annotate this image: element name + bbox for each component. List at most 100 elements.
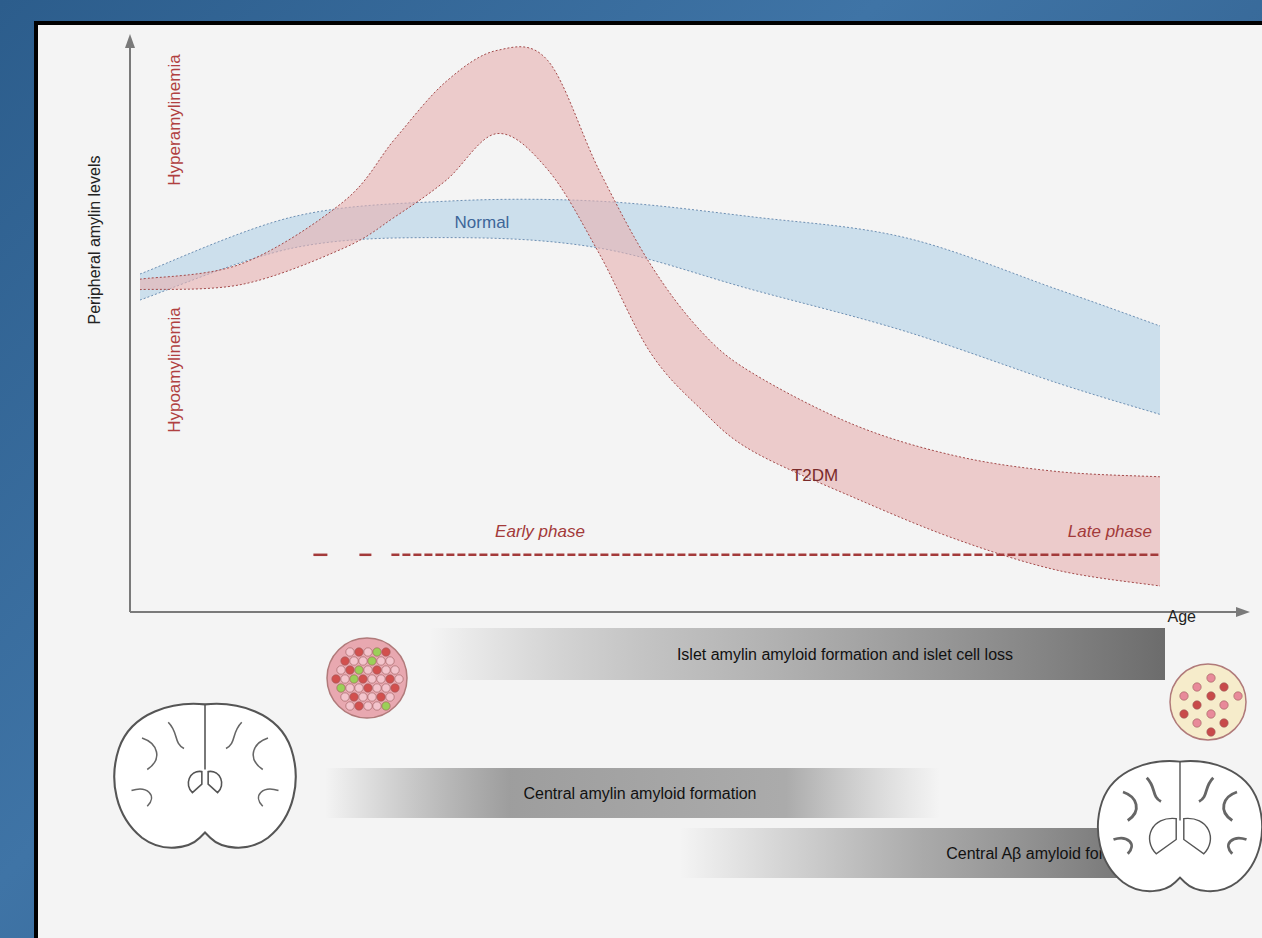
islet-cell (1220, 701, 1228, 709)
islet-cell (1207, 674, 1215, 682)
islet-cell (350, 675, 358, 683)
islet-cell (346, 684, 354, 692)
islet-cell (350, 657, 358, 665)
panel (38, 25, 1262, 938)
brain-gyrus (142, 738, 157, 770)
phase-label: Late phase (1068, 522, 1152, 541)
brain-outline (114, 704, 295, 848)
panel-border (34, 21, 1262, 938)
brain-gyrus (1147, 778, 1161, 802)
islet-cell (1193, 683, 1201, 691)
islet-cell (391, 684, 399, 692)
islet-cell (386, 657, 394, 665)
islet-cell (382, 648, 390, 656)
y-arrow (125, 34, 135, 48)
islet-cell (382, 666, 390, 674)
islet-cell (373, 666, 381, 674)
islet-cell (1193, 719, 1201, 727)
series-label: T2DM (792, 466, 838, 485)
band-lower-1 (140, 133, 1160, 586)
islet-cell (332, 675, 340, 683)
islet-cell (377, 675, 385, 683)
islet-cell (1180, 710, 1188, 718)
islet-healthy (327, 638, 407, 718)
islet-cell (346, 702, 354, 710)
brain-gyrus (168, 722, 184, 748)
islet-cell (355, 684, 363, 692)
stage-label: Central amylin amyloid formation (524, 785, 757, 802)
islet-cell (337, 666, 345, 674)
islet-cell (1180, 692, 1188, 700)
islet-cell (1207, 692, 1215, 700)
phase-line-start (313, 554, 327, 557)
brain-gyrus (253, 738, 268, 770)
islet-cell (1220, 719, 1228, 727)
brain-gyrus (1123, 792, 1136, 821)
x-axis (130, 611, 1240, 613)
islet-cell (1193, 701, 1201, 709)
stage-label: Islet amylin amyloid formation and islet… (677, 646, 1013, 663)
islet-cell (386, 693, 394, 701)
islet-cell (368, 693, 376, 701)
brain-atrophic (1098, 761, 1262, 891)
islet-cell (350, 693, 358, 701)
y-axis (129, 46, 131, 612)
band-upper-1 (140, 47, 1160, 477)
islet-outline (1170, 664, 1246, 740)
islet-cell (355, 702, 363, 710)
islet-cell (368, 675, 376, 683)
islet-cell (391, 666, 399, 674)
brain-gyrus (259, 789, 279, 806)
phase-line (391, 554, 1160, 557)
band-1 (140, 47, 1160, 586)
islet-cell (346, 666, 354, 674)
islet-cell (364, 648, 372, 656)
islet-cell (337, 684, 345, 692)
islet-cell (368, 657, 376, 665)
brain-gyrus (132, 789, 152, 806)
stage-bar (325, 768, 940, 818)
islet-cell (1207, 710, 1215, 718)
brain-normal (114, 704, 295, 848)
y-axis-title: Peripheral amylin levels (86, 156, 103, 325)
islet-cell (373, 648, 381, 656)
brain-gyrus (226, 722, 242, 748)
islet-cell (364, 702, 372, 710)
x-axis-title: Age (1168, 608, 1197, 625)
islet-cell (377, 657, 385, 665)
stage-bar (680, 828, 1165, 878)
islet-cell (373, 702, 381, 710)
brain-gyrus (1224, 792, 1237, 821)
islet-cell (359, 675, 367, 683)
islet-cell (373, 684, 381, 692)
brain-fissure (204, 704, 206, 769)
islet-damaged (1170, 664, 1246, 740)
islet-cell (1207, 728, 1215, 736)
islet-cell (355, 648, 363, 656)
islet-cell (364, 666, 372, 674)
islet-cell (341, 657, 349, 665)
islet-cell (359, 657, 367, 665)
range-label: Hypoamylinemia (165, 307, 184, 433)
islet-cell (382, 702, 390, 710)
stage-bar (430, 628, 1165, 680)
islet-cell (364, 684, 372, 692)
x-arrow (1236, 607, 1250, 617)
brain-ventricle (188, 771, 221, 792)
brain-gyrus (1114, 838, 1132, 854)
islet-cell (341, 675, 349, 683)
islet-cell (355, 666, 363, 674)
brain-outline (1098, 761, 1262, 891)
phase-label: Early phase (495, 522, 585, 541)
brain-gyrus (1199, 778, 1213, 802)
plot-area (140, 47, 1160, 586)
phase-line-dash (359, 554, 371, 557)
islet-cell (395, 675, 403, 683)
brain-gyrus (1228, 838, 1246, 854)
islet-cell (382, 684, 390, 692)
range-label: Hyperamylinemia (165, 54, 184, 186)
brain-fissure (1179, 762, 1180, 821)
islet-cell (341, 693, 349, 701)
islet-cell (359, 693, 367, 701)
islet-cell (386, 675, 394, 683)
